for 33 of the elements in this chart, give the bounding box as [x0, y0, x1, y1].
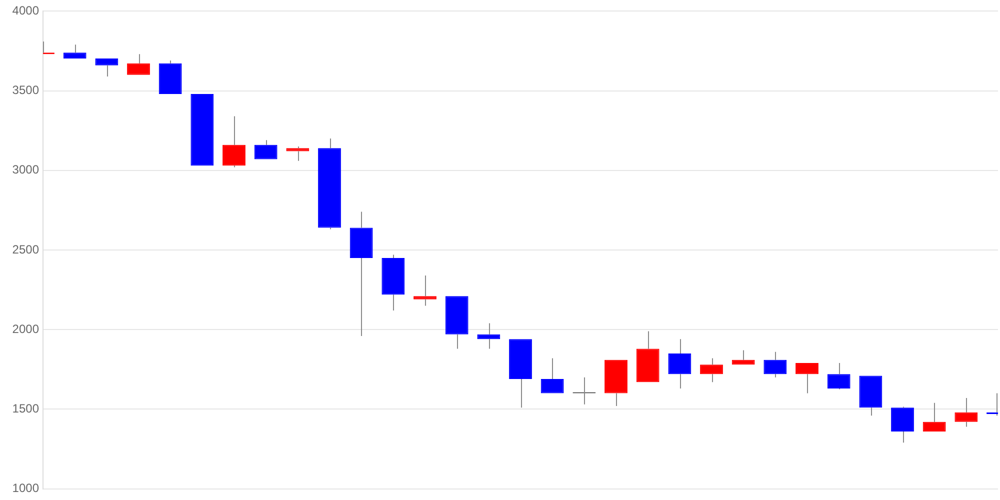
candlestick	[286, 146, 310, 162]
candlestick	[540, 358, 564, 394]
candlestick	[127, 54, 150, 75]
candlestick	[382, 254, 405, 311]
candlestick	[63, 44, 86, 58]
y-tick-label: 3000	[12, 162, 40, 177]
candlestick	[732, 350, 755, 365]
candlestick	[158, 60, 182, 94]
candlestick	[509, 339, 532, 408]
candlestick	[922, 402, 946, 432]
candlestick	[604, 360, 628, 407]
candlestick	[445, 296, 468, 350]
candlestick	[827, 362, 850, 390]
candlestick	[859, 376, 882, 416]
candlestick	[254, 140, 278, 160]
candlestick	[318, 138, 341, 230]
candlestick	[668, 338, 692, 390]
y-tick-label: 4000	[12, 4, 40, 18]
candlestick	[891, 406, 914, 444]
candlestick	[350, 211, 373, 336]
y-tick-label: 2500	[12, 242, 40, 256]
y-tick-label: 1000	[12, 481, 40, 496]
candlestick	[636, 330, 660, 382]
y-tick-label: 1500	[12, 402, 40, 416]
candlestick	[764, 351, 787, 378]
candlestick	[954, 398, 978, 428]
candlestick	[414, 274, 436, 306]
y-tick-label: 3500	[12, 83, 40, 98]
candlestick	[222, 116, 246, 168]
y-tick-label: 2000	[12, 322, 40, 336]
candlestick	[796, 363, 818, 394]
candlestick	[477, 322, 500, 350]
candlestick	[700, 358, 723, 383]
